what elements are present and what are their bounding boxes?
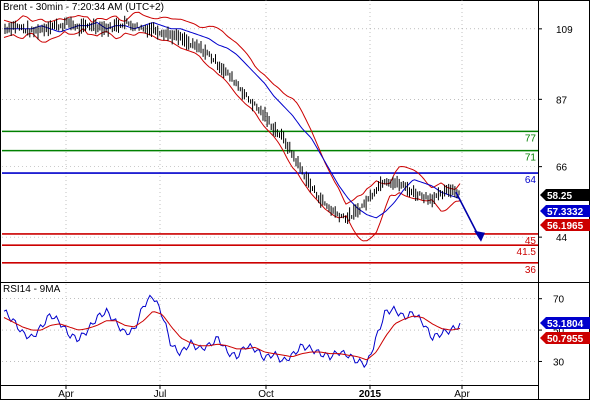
price-value-badge [540, 189, 590, 201]
price-value-badge-label: 58.25 [547, 191, 572, 202]
x-tick-label: 2015 [359, 389, 382, 400]
level-label: 77 [525, 133, 537, 144]
rsi-value-badge-label: 50.7955 [547, 334, 584, 345]
rsi-value-badge [540, 332, 590, 344]
rsi-value-badge [540, 317, 590, 329]
price-value-badge-label: 57.3332 [547, 207, 584, 218]
price-y-tick-label: 109 [556, 25, 573, 36]
lower-band-line [3, 28, 461, 242]
chart-title: Brent - 30min - 7:20:34 AM (UTC+2) [3, 2, 164, 13]
rsi-y-tick-label: 30 [553, 357, 565, 368]
x-tick-label: Apr [58, 389, 74, 400]
level-label: 36 [525, 265, 537, 276]
rsi-y-tick-label: 70 [553, 295, 565, 306]
price-value-badge-label: 56.1965 [547, 221, 584, 232]
price-value-badge [540, 219, 590, 231]
price-y-tick-label: 87 [556, 95, 568, 106]
level-label: 45 [525, 236, 537, 247]
price-value-badge [540, 205, 590, 217]
rsi-line [3, 294, 461, 369]
moving-average-line [4, 21, 461, 219]
price-y-tick-label: 44 [556, 233, 568, 244]
level-label: 71 [525, 153, 537, 164]
projection-arrow-head [474, 230, 485, 242]
price-y-tick-label: 66 [556, 163, 568, 174]
level-label: 64 [525, 175, 537, 186]
x-tick-label: Apr [454, 389, 470, 400]
level-label: 41.5 [517, 247, 537, 258]
rsi-value-badge-label: 53.1804 [547, 319, 584, 330]
upper-band-line [3, 11, 461, 205]
rsi-title: RSI14 - 9MA [3, 284, 61, 295]
rsi-ma-line [3, 311, 461, 361]
x-tick-label: Jul [154, 389, 167, 400]
projection-arrow-line [455, 191, 481, 240]
x-tick-label: Oct [258, 389, 274, 400]
rsi-y-tick-label: 50 [553, 326, 565, 337]
